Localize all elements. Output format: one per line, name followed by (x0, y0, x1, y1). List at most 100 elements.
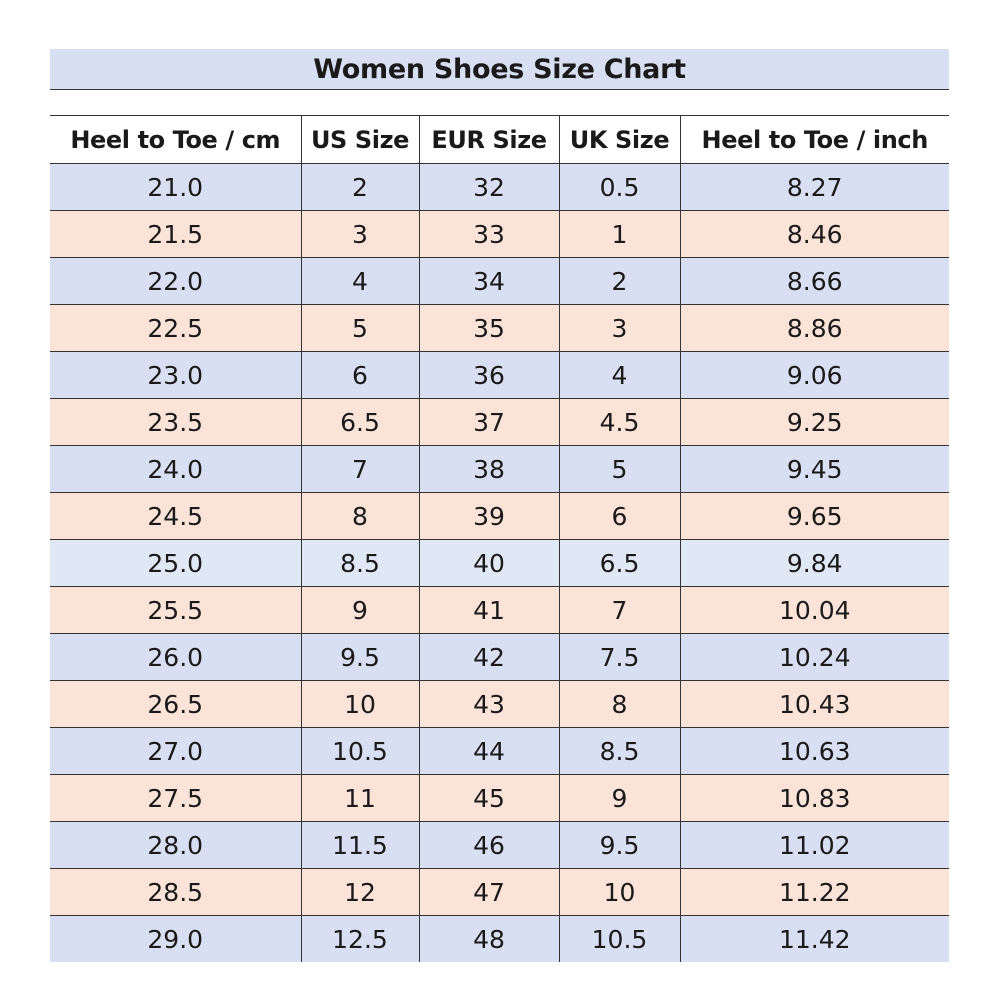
cell-us-size: 10.5 (300, 727, 419, 775)
table-row: 21.5 3 33 1 8.46 (50, 210, 949, 258)
cell-heel-to-toe-inch: 9.84 (679, 539, 949, 587)
header-row: Heel to Toe / cm US Size EUR Size UK Siz… (50, 116, 949, 164)
cell-eur-size: 44 (418, 727, 559, 775)
size-table: Heel to Toe / cm US Size EUR Size UK Siz… (50, 116, 949, 962)
cell-heel-to-toe-cm: 27.0 (50, 727, 301, 775)
cell-uk-size: 6 (558, 492, 680, 540)
cell-heel-to-toe-inch: 8.46 (679, 210, 949, 258)
cell-eur-size: 34 (418, 257, 559, 305)
cell-us-size: 8 (300, 492, 419, 540)
table-row: 22.5 5 35 3 8.86 (50, 304, 949, 352)
cell-heel-to-toe-inch: 11.42 (679, 915, 949, 962)
cell-us-size: 5 (300, 304, 419, 352)
cell-eur-size: 40 (418, 539, 559, 587)
cell-heel-to-toe-cm: 22.0 (50, 257, 301, 305)
cell-uk-size: 10 (558, 868, 680, 916)
cell-us-size: 12 (300, 868, 419, 916)
cell-heel-to-toe-cm: 27.5 (50, 774, 301, 822)
cell-heel-to-toe-cm: 29.0 (50, 915, 301, 962)
column-header-heel-to-toe-cm: Heel to Toe / cm (50, 116, 301, 164)
cell-heel-to-toe-inch: 8.27 (679, 163, 949, 211)
table-row: 27.0 10.5 44 8.5 10.63 (50, 727, 949, 775)
cell-eur-size: 35 (418, 304, 559, 352)
cell-heel-to-toe-cm: 25.0 (50, 539, 301, 587)
cell-heel-to-toe-cm: 21.0 (50, 163, 301, 211)
cell-heel-to-toe-inch: 10.83 (679, 774, 949, 822)
cell-uk-size: 0.5 (558, 163, 680, 211)
cell-uk-size: 4 (558, 351, 680, 399)
header-rule (50, 115, 949, 116)
cell-uk-size: 9.5 (558, 821, 680, 869)
cell-us-size: 6 (300, 351, 419, 399)
cell-us-size: 9 (300, 586, 419, 634)
cell-us-size: 4 (300, 257, 419, 305)
cell-heel-to-toe-cm: 26.0 (50, 633, 301, 681)
cell-uk-size: 2 (558, 257, 680, 305)
cell-uk-size: 8 (558, 680, 680, 728)
table-row: 26.5 10 43 8 10.43 (50, 680, 949, 728)
cell-us-size: 7 (300, 445, 419, 493)
cell-heel-to-toe-inch: 10.63 (679, 727, 949, 775)
table-row: 25.0 8.5 40 6.5 9.84 (50, 539, 949, 587)
column-header-us-size: US Size (300, 116, 419, 164)
cell-heel-to-toe-cm: 28.0 (50, 821, 301, 869)
cell-heel-to-toe-cm: 24.5 (50, 492, 301, 540)
cell-eur-size: 39 (418, 492, 559, 540)
cell-uk-size: 7.5 (558, 633, 680, 681)
cell-eur-size: 42 (418, 633, 559, 681)
cell-heel-to-toe-inch: 9.65 (679, 492, 949, 540)
cell-heel-to-toe-cm: 28.5 (50, 868, 301, 916)
cell-eur-size: 46 (418, 821, 559, 869)
cell-eur-size: 43 (418, 680, 559, 728)
cell-uk-size: 8.5 (558, 727, 680, 775)
cell-heel-to-toe-inch: 10.24 (679, 633, 949, 681)
cell-heel-to-toe-cm: 22.5 (50, 304, 301, 352)
table-row: 28.0 11.5 46 9.5 11.02 (50, 821, 949, 869)
cell-us-size: 10 (300, 680, 419, 728)
cell-heel-to-toe-inch: 9.25 (679, 398, 949, 446)
cell-heel-to-toe-cm: 25.5 (50, 586, 301, 634)
table-body: 21.0 2 32 0.5 8.27 21.5 3 33 1 8.46 22.0 4 34 2 8.66 22… (50, 163, 949, 962)
cell-heel-to-toe-inch: 9.06 (679, 351, 949, 399)
cell-heel-to-toe-inch: 9.45 (679, 445, 949, 493)
cell-heel-to-toe-inch: 11.22 (679, 868, 949, 916)
table-row: 27.5 11 45 9 10.83 (50, 774, 949, 822)
cell-heel-to-toe-inch: 10.04 (679, 586, 949, 634)
table-row: 29.0 12.5 48 10.5 11.42 (50, 915, 949, 962)
cell-eur-size: 45 (418, 774, 559, 822)
cell-eur-size: 32 (418, 163, 559, 211)
cell-us-size: 8.5 (300, 539, 419, 587)
cell-us-size: 3 (300, 210, 419, 258)
chart-title: Women Shoes Size Chart (50, 49, 949, 90)
cell-uk-size: 10.5 (558, 915, 680, 962)
cell-heel-to-toe-inch: 8.66 (679, 257, 949, 305)
cell-uk-size: 3 (558, 304, 680, 352)
cell-us-size: 11 (300, 774, 419, 822)
cell-heel-to-toe-inch: 11.02 (679, 821, 949, 869)
cell-uk-size: 9 (558, 774, 680, 822)
cell-us-size: 11.5 (300, 821, 419, 869)
cell-heel-to-toe-cm: 24.0 (50, 445, 301, 493)
cell-eur-size: 47 (418, 868, 559, 916)
cell-uk-size: 7 (558, 586, 680, 634)
cell-eur-size: 38 (418, 445, 559, 493)
cell-us-size: 6.5 (300, 398, 419, 446)
table-row: 25.5 9 41 7 10.04 (50, 586, 949, 634)
table-row: 28.5 12 47 10 11.22 (50, 868, 949, 916)
cell-us-size: 12.5 (300, 915, 419, 962)
cell-heel-to-toe-cm: 21.5 (50, 210, 301, 258)
cell-uk-size: 5 (558, 445, 680, 493)
table-row: 26.0 9.5 42 7.5 10.24 (50, 633, 949, 681)
cell-eur-size: 37 (418, 398, 559, 446)
cell-eur-size: 36 (418, 351, 559, 399)
cell-heel-to-toe-inch: 10.43 (679, 680, 949, 728)
cell-uk-size: 1 (558, 210, 680, 258)
table-row: 23.5 6.5 37 4.5 9.25 (50, 398, 949, 446)
table-row: 21.0 2 32 0.5 8.27 (50, 163, 949, 211)
cell-heel-to-toe-inch: 8.86 (679, 304, 949, 352)
cell-heel-to-toe-cm: 23.5 (50, 398, 301, 446)
table-row: 23.0 6 36 4 9.06 (50, 351, 949, 399)
column-header-uk-size: UK Size (558, 116, 680, 164)
column-header-heel-to-toe-inch: Heel to Toe / inch (679, 116, 949, 164)
cell-eur-size: 48 (418, 915, 559, 962)
